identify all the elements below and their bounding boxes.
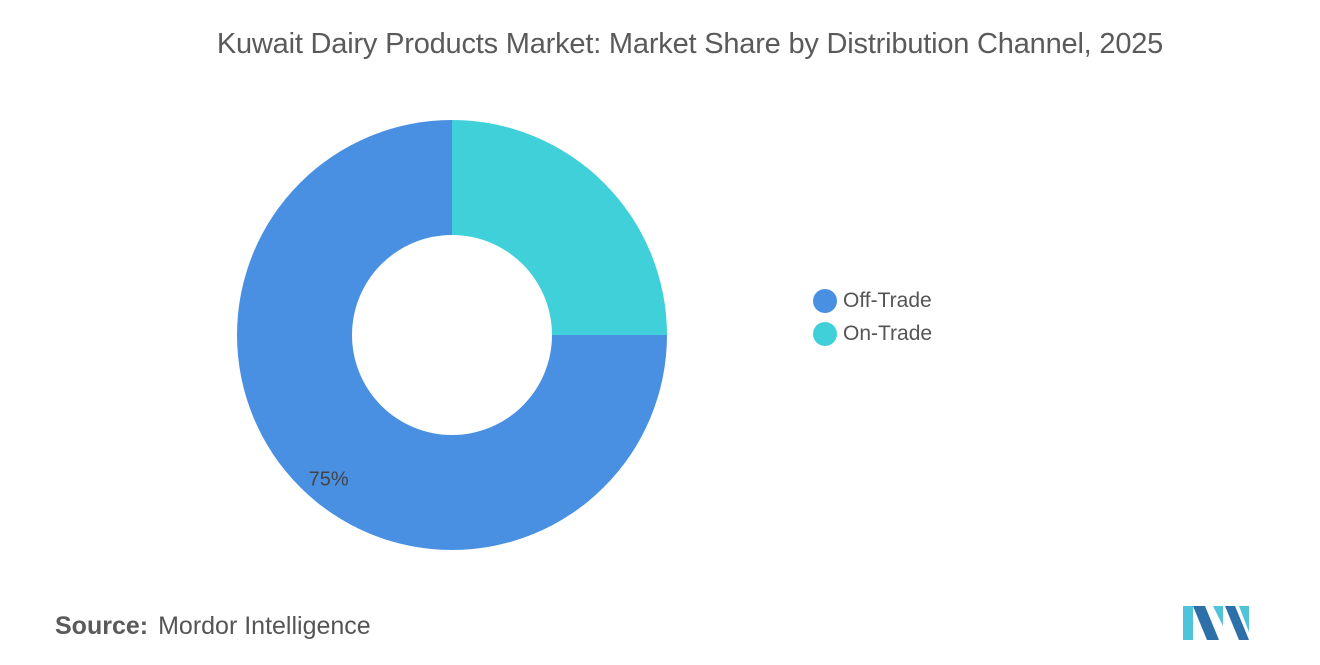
source-label: Source: [55,612,149,640]
legend-label-on-trade: On-Trade [843,321,933,345]
donut-slices [237,120,667,550]
legend-item-on-trade[interactable]: On-Trade [813,317,932,350]
donut-slice-on-trade[interactable] [452,120,667,335]
donut-data-labels: 75% [309,468,349,490]
chart-legend: Off-Trade On-Trade [813,284,932,350]
source-text: Mordor Intelligence [158,612,371,640]
legend-label-off-trade: Off-Trade [843,288,932,312]
data-label-off-trade: 75% [309,468,349,490]
donut-slice-off-trade[interactable] [237,120,667,550]
legend-swatch-on-trade [813,321,837,346]
legend-item-off-trade[interactable]: Off-Trade [813,284,932,317]
legend-swatch-off-trade [813,288,837,313]
chart-title: Kuwait Dairy Products Market: Market Sha… [216,28,1164,60]
source-note: Source: Mordor Intelligence [55,612,371,641]
mordor-intelligence-logo-icon [1183,606,1249,640]
